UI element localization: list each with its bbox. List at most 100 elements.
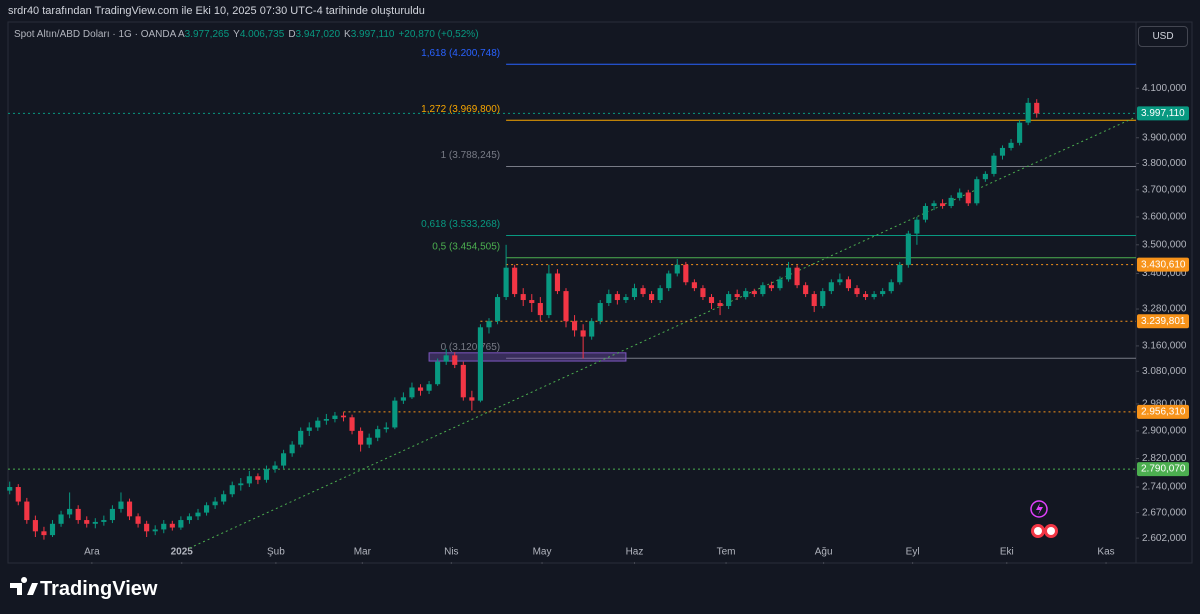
candle-body <box>1017 122 1023 143</box>
price-badge-label: 2.956,310 <box>1141 406 1186 417</box>
price-badge <box>1137 314 1189 329</box>
y-tick-label: 2.740,000 <box>1142 482 1187 493</box>
candle-body <box>426 384 432 391</box>
candle-body <box>340 415 347 418</box>
candle-body <box>477 327 483 401</box>
candle-body <box>417 387 424 391</box>
candle-body <box>118 501 124 509</box>
fib-label: 0 (3.120,765) <box>441 342 501 353</box>
candle-body <box>195 512 201 517</box>
candle-body <box>683 264 689 283</box>
candle-body <box>965 192 971 204</box>
candle-body <box>32 520 38 532</box>
candle-body <box>512 267 518 295</box>
candle-body <box>409 387 415 398</box>
candle-body <box>760 285 766 295</box>
symbol: Spot Altın/ABD Doları · 1G · OANDA <box>14 29 176 40</box>
x-tick-label: Şub <box>267 547 285 558</box>
currency-button[interactable]: USD <box>1138 26 1188 47</box>
fib-label: 1,618 (4.200,748) <box>421 48 500 59</box>
candle-body <box>914 219 920 234</box>
price-badge-label: 3.997,110 <box>1141 108 1185 119</box>
fib-label: 1,272 (3.969,800) <box>421 104 500 115</box>
caption: srdr40 tarafından TradingView.com ile Ek… <box>8 5 425 17</box>
candle-body <box>221 494 227 502</box>
candle-body <box>1008 142 1014 148</box>
candle-body <box>554 273 561 292</box>
x-tick-label: Kas <box>1097 547 1114 558</box>
candle-body <box>640 288 646 295</box>
candle-body <box>178 520 184 528</box>
candle-body <box>614 294 620 301</box>
candle-body <box>263 469 270 480</box>
event-icons <box>1030 500 1058 538</box>
x-tick-label: 2025 <box>171 547 194 558</box>
candle-body <box>922 206 929 220</box>
candle-body <box>92 521 98 524</box>
candle-body <box>144 523 150 532</box>
x-tick-label: May <box>533 547 552 558</box>
candle-body <box>734 294 740 298</box>
candle-body <box>974 179 980 204</box>
y-tick-label: 3.280,000 <box>1142 304 1187 315</box>
price-badge-label: 3.239,801 <box>1141 316 1186 327</box>
candle-body <box>837 279 843 283</box>
candle-body <box>785 267 792 280</box>
candle-body <box>1025 102 1031 123</box>
y-tick-label: 3.160,000 <box>1142 341 1187 352</box>
candle-body <box>957 192 963 198</box>
candle-body <box>674 264 680 274</box>
candle-body <box>135 516 141 524</box>
candle-body <box>7 487 13 491</box>
y-tick-label: 3.800,000 <box>1142 158 1187 169</box>
candle-body <box>888 282 894 292</box>
fib-label: 0,5 (3.454,505) <box>432 241 500 252</box>
candle-body <box>623 297 629 301</box>
candle-body <box>529 300 535 304</box>
candle-body <box>161 523 167 530</box>
ohlc-value: 3.997,110 <box>350 29 395 40</box>
candle-body <box>751 291 757 295</box>
candle-body <box>392 400 398 428</box>
candle-body <box>383 427 389 430</box>
candle-body <box>828 282 834 292</box>
candle-body <box>152 529 158 532</box>
y-tick-label: 3.600,000 <box>1142 212 1187 223</box>
candle-body <box>572 321 578 331</box>
price-badge-label: 3.430,610 <box>1141 259 1186 270</box>
candle-body <box>948 197 954 207</box>
candle-body <box>897 264 903 283</box>
candle-body <box>777 279 783 289</box>
candle-body <box>126 501 133 517</box>
y-tick-label: 3.400,000 <box>1142 268 1187 279</box>
candle-body <box>75 508 81 521</box>
y-tick-label: 3.080,000 <box>1142 366 1187 377</box>
candle-body <box>768 285 774 289</box>
candle-body <box>580 330 586 337</box>
ohlc-value: 3.947,020 <box>295 29 341 40</box>
candle-body <box>700 288 706 298</box>
candle-body <box>435 361 441 385</box>
candle-body <box>109 508 115 521</box>
candle-body <box>323 418 329 421</box>
y-tick-label: 2.820,000 <box>1142 453 1187 464</box>
candle-body <box>794 267 800 286</box>
chart-frame <box>7 21 1193 564</box>
logo <box>10 577 38 595</box>
candle-body <box>212 501 218 506</box>
y-tick-label: 2.602,000 <box>1142 533 1187 544</box>
price-badge <box>1137 257 1189 272</box>
candle-body <box>289 444 295 454</box>
candle-body <box>854 288 860 295</box>
candle-body <box>67 508 73 515</box>
ohlc-value: 3.977,265 <box>184 29 230 40</box>
x-tick-label: Haz <box>626 547 644 558</box>
candle-body <box>982 173 988 180</box>
candle-body <box>871 294 877 298</box>
price-badge <box>1137 106 1189 121</box>
candle-body <box>443 355 449 362</box>
candle-body <box>657 288 663 301</box>
candle-body <box>186 516 193 521</box>
candle-body <box>49 523 56 536</box>
